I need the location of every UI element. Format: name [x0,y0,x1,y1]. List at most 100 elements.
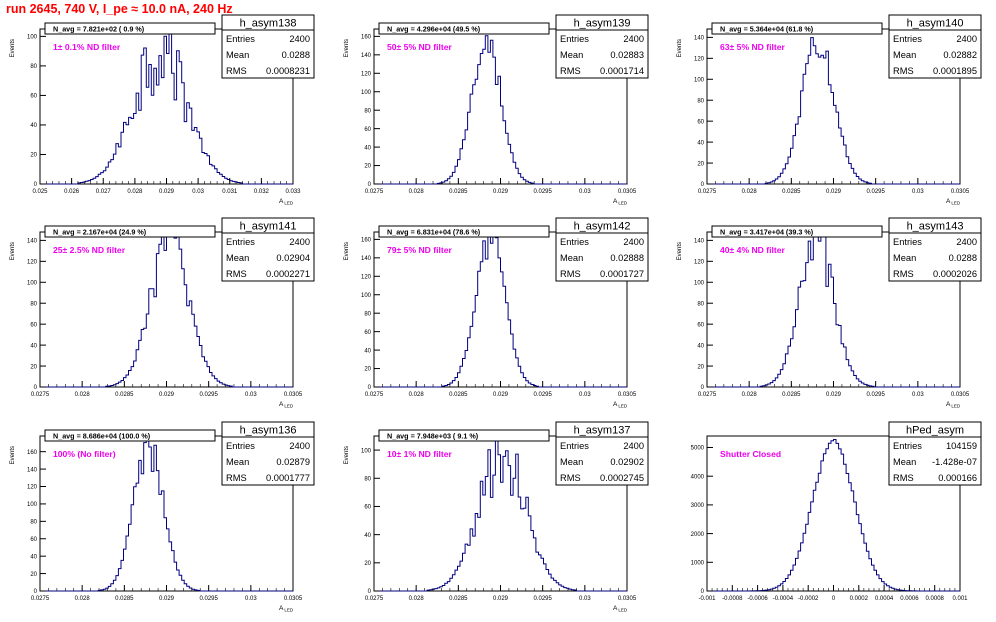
x-tick-label: 0.0285 [115,392,134,398]
stats-value: 0.0008231 [266,66,310,76]
y-tick-label: 1000 [691,560,705,566]
y-axis-label: Events [344,242,350,260]
y-tick-label: 60 [30,537,37,543]
x-tick-label: 0.0275 [365,189,384,195]
y-tick-label: 80 [697,301,704,307]
x-tick-label: 0.029 [493,392,509,398]
stats-value: 2400 [623,441,644,451]
x-axis-label: ALED [613,401,628,409]
navg-label: N_avg = 4.296e+04 (49.5 %) [387,25,481,34]
x-tick-label: 0.03 [912,189,924,195]
histogram-panel-h_asym142: 0 20 40 60 80 100 120 140 160 0.0275 0.028 0.0285 0.… [344,217,649,409]
stats-label: Entries [893,34,922,44]
x-tick-label: 0.001 [952,596,968,602]
histogram-name: hPed_asym [906,425,964,437]
x-tick-label: 0.029 [159,596,175,602]
x-tick-label: 0.0275 [698,392,717,398]
y-axis-label: Events [344,39,350,57]
x-tick-label: 0.0295 [533,596,552,602]
stats-box [888,421,982,486]
y-tick-label: 3000 [691,503,705,509]
x-tick-label: 0.029 [826,189,842,195]
y-tick-label: 140 [27,467,38,473]
navg-label: N_avg = 7.821e+02 ( 0.9 %) [53,25,145,34]
y-tick-label: 5000 [691,446,705,452]
histogram-panel-h_asym138: 0 20 40 60 80 100 0.025 0.026 0.027 0.028 0.029 0.0… [10,14,315,206]
y-tick-label: 0 [34,182,38,188]
stats-label: Mean [560,50,583,60]
y-tick-label: 40 [364,348,371,354]
x-tick-label: 0.0295 [533,189,552,195]
y-tick-label: 20 [697,161,704,167]
stats-value: 0.0001727 [600,269,644,279]
stats-value: 104159 [946,441,977,451]
x-tick-label: 0.03 [579,392,591,398]
y-tick-label: 40 [30,343,37,349]
x-tick-label: 0.029 [493,189,509,195]
stats-value: 0.0001777 [266,473,310,483]
x-axis-label: ALED [613,198,628,206]
y-tick-label: 40 [697,343,704,349]
stats-value: 0.02882 [943,50,977,60]
y-axis-label: Events [677,242,683,260]
x-tick-label: 0.029 [159,392,175,398]
histogram-panel-h_asym141: 0 20 40 60 80 100 120 140 0.0275 0.028 0.0285 0.029… [10,217,315,409]
y-tick-label: 20 [364,367,371,373]
x-tick-label: 0.0305 [284,392,303,398]
y-tick-label: 80 [30,301,37,307]
x-axis-label: ALED [279,401,294,409]
stats-box [888,217,982,282]
y-tick-label: 100 [361,90,372,96]
y-tick-label: 0 [368,385,372,391]
x-tick-label: 0.0285 [782,189,801,195]
stats-label: Mean [893,457,916,467]
x-axis-label: ALED [279,198,294,206]
x-tick-label: 0.029 [493,596,509,602]
x-tick-label: 0.033 [285,189,301,195]
y-tick-label: 80 [697,98,704,104]
stats-label: Mean [893,253,916,263]
stats-label: Mean [226,253,249,263]
y-tick-label: 120 [694,57,705,63]
x-tick-label: 0.025 [32,189,48,195]
filter-label: 25± 2.5% ND filter [53,245,126,255]
y-tick-label: 100 [694,77,705,83]
x-tick-label: 0.029 [826,392,842,398]
stats-value: 0.02904 [276,253,310,263]
y-tick-label: 40 [30,554,37,560]
stats-label: Mean [560,253,583,263]
filter-label: 100% (No filter) [53,449,116,459]
y-tick-label: 40 [364,145,371,151]
x-tick-label: 0.0285 [449,189,468,195]
histogram-panel-h_asym139: 0 20 40 60 80 100 120 140 160 0.0275 0.028 0.0285 0.… [344,14,649,206]
stats-value: 0.0288 [949,253,977,263]
histogram-panel-hPed_asym: 0 1000 2000 3000 4000 5000 -0.001 -0.0008 -0.000… [691,421,982,602]
y-tick-label: 4000 [691,474,705,480]
x-tick-label: -0.0006 [747,596,768,602]
y-tick-label: 120 [361,274,372,280]
y-tick-label: 140 [361,256,372,262]
y-tick-label: 0 [368,182,372,188]
stats-value: 2400 [623,34,644,44]
x-tick-label: 0.0285 [115,596,134,602]
stats-label: Entries [560,441,589,451]
navg-box [711,225,883,238]
y-axis-label: Events [10,242,16,260]
histogram-series-h_asym136 [40,438,293,592]
histogram-series-h_asym137 [374,436,627,592]
histogram-name: h_asym139 [574,18,631,30]
y-tick-label: 60 [697,322,704,328]
navg-label: N_avg = 3.417e+04 (39.3 %) [720,228,814,237]
y-tick-label: 120 [361,71,372,77]
y-tick-label: 60 [697,119,704,125]
filter-label: 79± 5% ND filter [387,245,453,255]
x-tick-label: 0 [832,596,836,602]
filter-label: 1± 0.1% ND filter [53,42,121,52]
x-tick-label: 0.0275 [365,596,384,602]
histogram-panel-h_asym136: 0 20 40 60 80 100 120 140 160 0.0275 0.028 0.0285 0.… [10,421,315,613]
stats-box [221,217,315,282]
x-tick-label: 0.027 [96,189,112,195]
navg-label: N_avg = 7.948e+03 ( 9.1 %) [387,432,479,441]
stats-value: -1.428e-07 [932,457,977,467]
stats-label: Entries [893,237,922,247]
